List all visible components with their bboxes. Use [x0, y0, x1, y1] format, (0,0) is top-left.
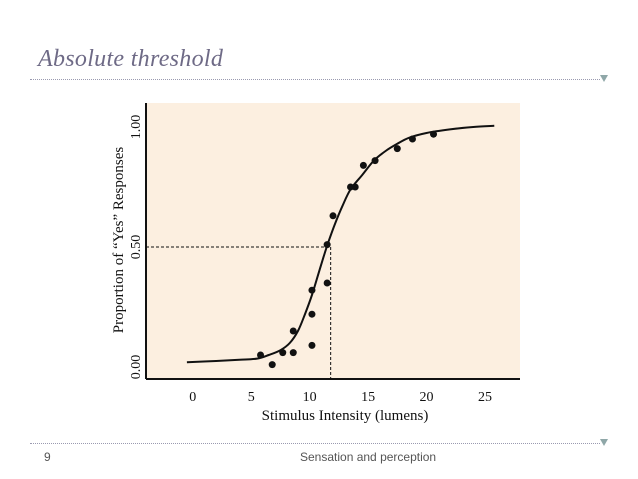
data-point — [308, 310, 316, 318]
title-divider-marker-icon — [600, 75, 608, 82]
y-tick-label: 1.00 — [129, 115, 144, 140]
data-point — [257, 351, 265, 359]
data-point — [393, 145, 401, 153]
x-tick-label: 0 — [189, 390, 196, 405]
data-point — [323, 279, 331, 287]
data-point — [351, 183, 359, 191]
data-points — [257, 130, 438, 369]
plot-area — [146, 103, 520, 379]
y-tick-label: 0.50 — [129, 235, 144, 260]
data-point — [279, 349, 287, 357]
data-point — [359, 161, 367, 169]
data-point — [329, 212, 337, 220]
x-tick-label: 25 — [478, 390, 492, 405]
data-point — [268, 361, 276, 369]
data-point — [308, 341, 316, 349]
y-tick-label: 0.00 — [129, 355, 144, 380]
title-divider — [30, 79, 600, 80]
data-point — [323, 241, 331, 249]
data-point — [408, 135, 416, 143]
slide-title: Absolute threshold — [38, 46, 224, 72]
footer-text: Sensation and perception — [300, 450, 437, 464]
threshold-guides — [146, 246, 332, 379]
x-tick-label: 10 — [303, 390, 317, 405]
x-axis-ticks: 0 5 10 15 20 25 — [189, 390, 492, 405]
data-point — [430, 130, 438, 138]
data-point — [289, 349, 297, 357]
page-number: 9 — [44, 450, 51, 464]
data-point — [371, 157, 379, 165]
footer-divider — [30, 443, 600, 444]
data-point — [308, 286, 316, 294]
x-tick-label: 20 — [420, 390, 434, 405]
x-tick-label: 5 — [248, 390, 255, 405]
data-point — [289, 327, 297, 335]
y-axis-ticks: 0.00 0.50 1.00 — [129, 115, 144, 380]
x-axis-title: Stimulus Intensity (lumens) — [262, 408, 429, 424]
footer-divider-marker-icon — [600, 439, 608, 446]
y-axis-title: Proportion of “Yes” Responses — [111, 147, 127, 334]
x-tick-label: 15 — [361, 390, 375, 405]
plot-background — [146, 103, 520, 379]
axes — [145, 103, 520, 380]
